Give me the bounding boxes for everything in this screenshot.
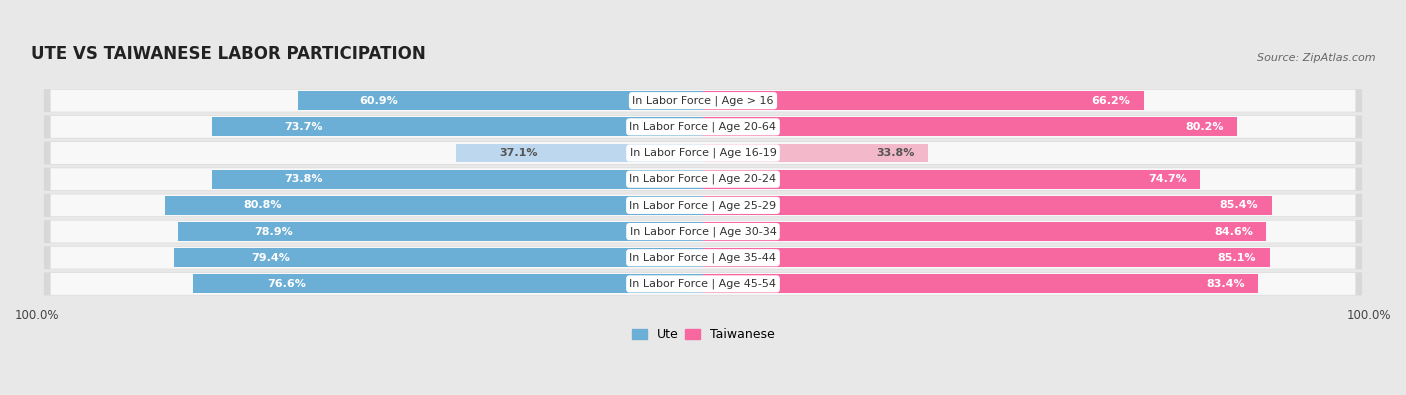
Bar — [703, 117, 1237, 136]
FancyBboxPatch shape — [44, 194, 1362, 217]
FancyBboxPatch shape — [44, 168, 1362, 191]
FancyBboxPatch shape — [44, 89, 1362, 112]
Text: In Labor Force | Age 30-34: In Labor Force | Age 30-34 — [630, 226, 776, 237]
Bar — [703, 248, 1270, 267]
Text: 33.8%: 33.8% — [876, 148, 915, 158]
Text: 73.8%: 73.8% — [284, 174, 322, 184]
FancyBboxPatch shape — [44, 273, 1362, 295]
Text: 80.8%: 80.8% — [243, 200, 281, 211]
FancyBboxPatch shape — [51, 116, 1355, 138]
Bar — [703, 196, 1271, 215]
Text: 37.1%: 37.1% — [499, 148, 537, 158]
Text: Source: ZipAtlas.com: Source: ZipAtlas.com — [1257, 53, 1375, 63]
FancyBboxPatch shape — [51, 273, 1355, 295]
FancyBboxPatch shape — [51, 168, 1355, 190]
Text: 79.4%: 79.4% — [252, 253, 290, 263]
Text: 83.4%: 83.4% — [1206, 279, 1244, 289]
Bar — [456, 144, 703, 162]
Text: In Labor Force | Age 45-54: In Labor Force | Age 45-54 — [630, 278, 776, 289]
Bar — [703, 170, 1201, 189]
Bar — [703, 91, 1143, 110]
Text: UTE VS TAIWANESE LABOR PARTICIPATION: UTE VS TAIWANESE LABOR PARTICIPATION — [31, 45, 426, 63]
Legend: Ute, Taiwanese: Ute, Taiwanese — [627, 323, 779, 346]
Text: 80.2%: 80.2% — [1185, 122, 1223, 132]
Bar — [212, 117, 703, 136]
Text: In Labor Force | Age 20-64: In Labor Force | Age 20-64 — [630, 122, 776, 132]
FancyBboxPatch shape — [44, 220, 1362, 243]
Text: In Labor Force | Age 16-19: In Labor Force | Age 16-19 — [630, 148, 776, 158]
Text: 74.7%: 74.7% — [1149, 174, 1187, 184]
Text: 60.9%: 60.9% — [360, 96, 398, 106]
Bar — [193, 275, 703, 293]
FancyBboxPatch shape — [51, 247, 1355, 269]
Text: In Labor Force | Age 35-44: In Labor Force | Age 35-44 — [630, 252, 776, 263]
Bar — [703, 222, 1267, 241]
Bar — [703, 144, 928, 162]
FancyBboxPatch shape — [51, 194, 1355, 216]
Text: 78.9%: 78.9% — [254, 227, 292, 237]
Bar — [174, 248, 703, 267]
FancyBboxPatch shape — [51, 142, 1355, 164]
Bar — [165, 196, 703, 215]
FancyBboxPatch shape — [44, 246, 1362, 269]
Text: In Labor Force | Age > 16: In Labor Force | Age > 16 — [633, 96, 773, 106]
FancyBboxPatch shape — [44, 141, 1362, 165]
FancyBboxPatch shape — [51, 220, 1355, 243]
Text: 85.4%: 85.4% — [1219, 200, 1258, 211]
Text: 73.7%: 73.7% — [284, 122, 323, 132]
Text: 85.1%: 85.1% — [1218, 253, 1256, 263]
Text: 66.2%: 66.2% — [1091, 96, 1130, 106]
Bar — [177, 222, 703, 241]
FancyBboxPatch shape — [51, 90, 1355, 112]
Bar — [298, 91, 703, 110]
Bar — [703, 275, 1258, 293]
Text: In Labor Force | Age 20-24: In Labor Force | Age 20-24 — [630, 174, 776, 184]
Text: 76.6%: 76.6% — [267, 279, 307, 289]
FancyBboxPatch shape — [44, 115, 1362, 138]
Bar — [212, 170, 703, 189]
Text: 84.6%: 84.6% — [1213, 227, 1253, 237]
Text: In Labor Force | Age 25-29: In Labor Force | Age 25-29 — [630, 200, 776, 211]
